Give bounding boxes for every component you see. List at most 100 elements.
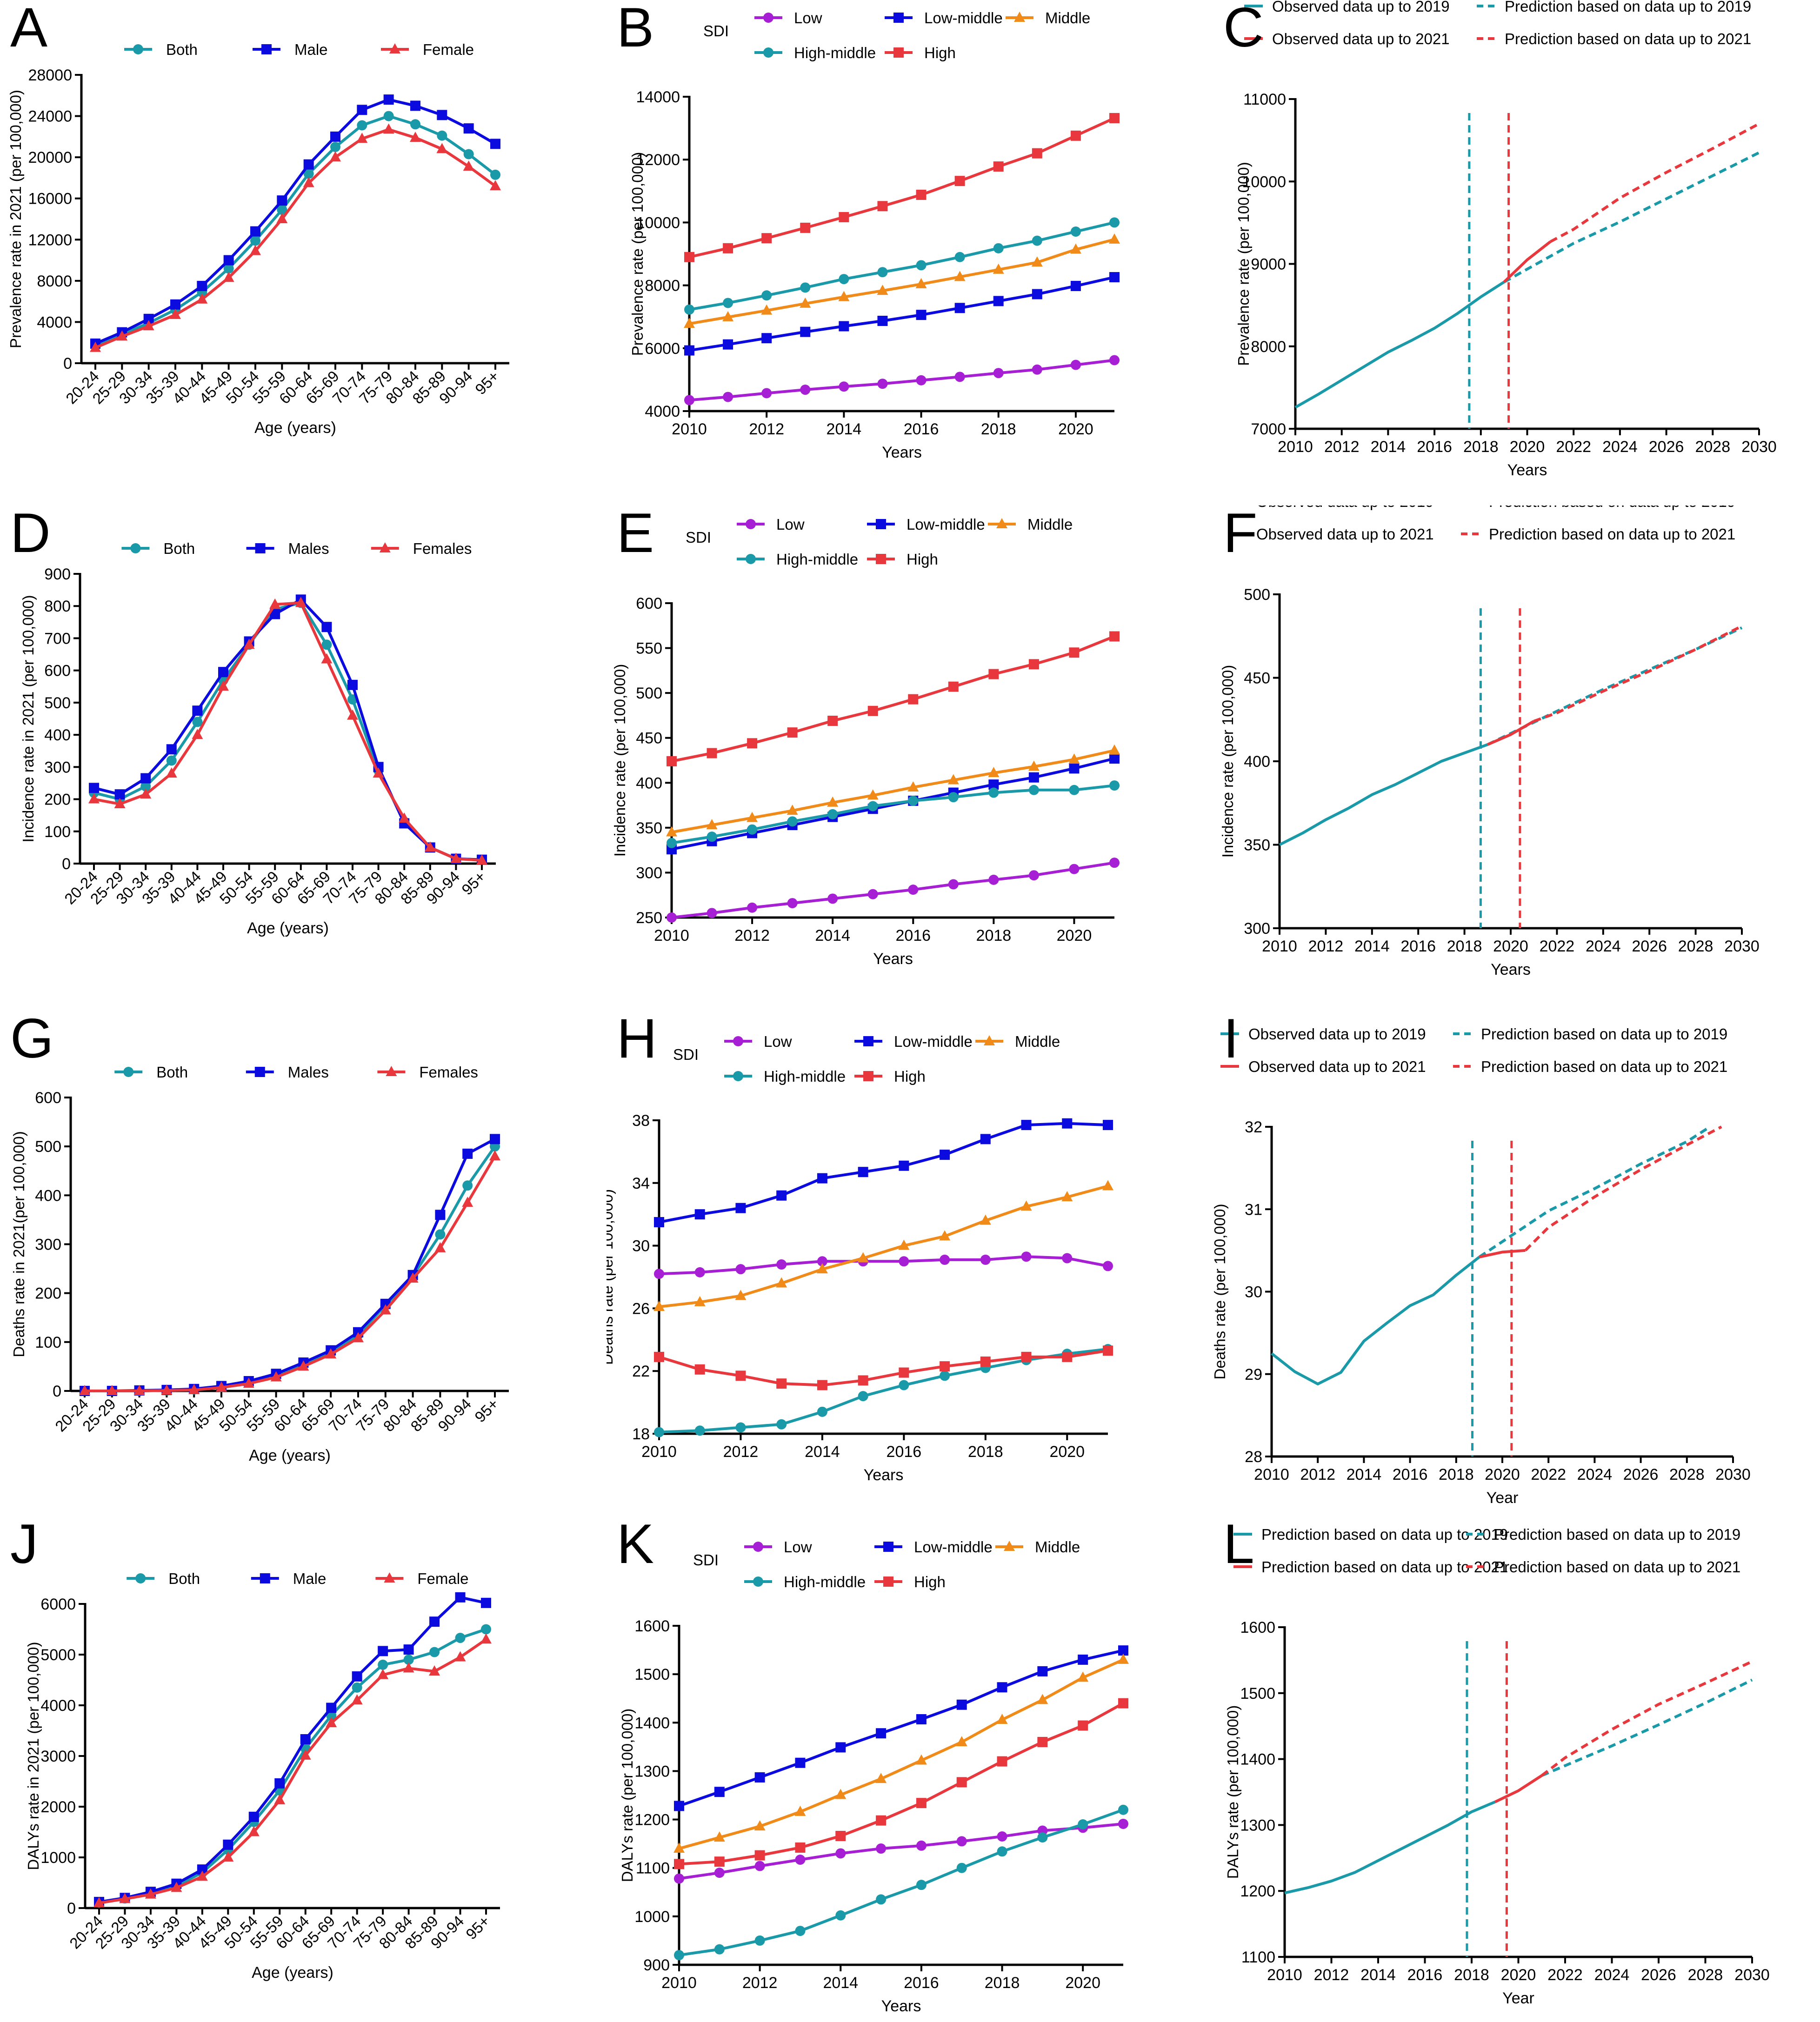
x-tick-label: 2024 <box>1577 1466 1613 1483</box>
data-point <box>980 1134 991 1144</box>
data-point <box>424 841 436 852</box>
data-point <box>877 285 888 295</box>
data-point <box>817 1173 827 1184</box>
panel-letter: K <box>617 1513 654 1575</box>
data-point <box>747 824 758 835</box>
x-tick-label: 2020 <box>1501 1966 1536 1984</box>
legend-label: Observed data up to 2021 <box>1272 30 1450 47</box>
series-observed-data-up-to-2021 <box>1503 240 1552 283</box>
data-point <box>403 1654 414 1665</box>
legend-marker <box>389 43 400 53</box>
data-point <box>269 598 281 609</box>
data-point <box>754 1935 765 1946</box>
data-point <box>916 1798 927 1809</box>
data-point <box>1102 1180 1113 1191</box>
data-point <box>383 111 394 121</box>
data-point <box>666 826 677 837</box>
series-line <box>671 749 1115 834</box>
legend-marker <box>863 1036 873 1046</box>
y-tick-label: 1600 <box>1240 1619 1275 1636</box>
data-point <box>694 1296 706 1306</box>
data-point <box>997 1846 1007 1857</box>
x-axis-label: Years <box>881 1997 921 2015</box>
panel-letter: F <box>1223 502 1258 564</box>
series-line <box>679 1658 1124 1850</box>
data-point <box>839 381 849 392</box>
y-axis-label: Incidence rate (per 100,000) <box>1219 665 1236 858</box>
data-point <box>196 293 208 304</box>
legend: SDI Low Low-middle Middle High-middle High <box>686 516 1073 568</box>
series-line <box>1279 743 1488 846</box>
data-point <box>480 1633 492 1644</box>
legend-label: High-middle <box>794 44 876 61</box>
x-tick-label: 2014 <box>1371 438 1406 456</box>
data-point <box>867 889 878 899</box>
data-point <box>899 1367 909 1378</box>
data-point <box>197 280 207 291</box>
series-high-middle <box>684 217 1120 315</box>
data-point <box>876 1843 887 1854</box>
data-point <box>380 1304 391 1315</box>
y-tick-label: 250 <box>636 909 662 927</box>
data-point <box>997 1682 1007 1693</box>
data-point <box>761 290 772 301</box>
series-both <box>94 1624 491 1908</box>
series-prediction-based-on-data-up-to-2021 <box>1524 1125 1722 1251</box>
series-line <box>1479 1249 1526 1258</box>
data-point <box>1078 1819 1088 1829</box>
data-point <box>988 767 1000 778</box>
legend-label: Prediction based on data up to 2021 <box>1505 30 1751 47</box>
series-male <box>94 1592 491 1907</box>
data-point <box>939 1230 951 1241</box>
series-females <box>88 597 487 865</box>
legend-label: High-middle <box>776 551 858 568</box>
data-point <box>795 1855 806 1865</box>
legend-label: Both <box>163 540 195 557</box>
y-tick-label: 31 <box>1245 1201 1262 1218</box>
data-point <box>1070 359 1081 370</box>
x-tick-label: 2020 <box>1510 438 1545 456</box>
y-tick-label: 10000 <box>1242 173 1286 191</box>
data-point <box>476 854 487 865</box>
y-tick-label: 29 <box>1245 1366 1262 1383</box>
data-point <box>956 1862 967 1873</box>
legend: Both Male Female <box>124 41 474 58</box>
data-point <box>114 798 126 808</box>
series-line <box>689 276 1115 352</box>
y-tick-label: 28 <box>1245 1448 1262 1466</box>
x-tick-label: 2022 <box>1547 1966 1583 1984</box>
data-point <box>707 748 717 758</box>
data-point <box>1037 1666 1048 1676</box>
data-point <box>462 1148 473 1159</box>
panel-h: 18 22 26 30 34 38 2010 2012 2014 2016 2018 2020 Year… <box>607 1007 1213 1516</box>
legend-label: Prediction based on data up to 2019 <box>1489 506 1735 510</box>
x-tick-label: 2010 <box>641 1443 677 1461</box>
y-tick-label: 20000 <box>28 149 72 166</box>
data-point <box>114 789 125 800</box>
data-point <box>435 1229 446 1240</box>
x-tick-label: 2018 <box>1447 938 1482 955</box>
data-point <box>800 326 811 337</box>
legend: Observed data up to 2019 Prediction based… <box>1220 1025 1727 1075</box>
data-point <box>940 1361 950 1372</box>
data-point <box>274 1794 286 1804</box>
legend-marker <box>996 518 1007 528</box>
data-point <box>735 1290 747 1300</box>
x-tick-label: 2014 <box>1347 1466 1382 1483</box>
data-point <box>1109 780 1120 791</box>
data-point <box>694 1425 705 1436</box>
data-point <box>988 779 999 790</box>
data-point <box>463 123 474 134</box>
legend-marker <box>386 1066 397 1076</box>
data-point <box>713 1831 725 1842</box>
y-tick-label: 600 <box>35 1089 61 1107</box>
x-axis-label: Years <box>1491 961 1531 978</box>
data-point <box>357 105 367 115</box>
series-line <box>93 601 482 862</box>
y-tick-label: 24000 <box>28 108 72 126</box>
data-point <box>915 278 927 288</box>
y-tick-label: 500 <box>636 685 662 702</box>
chart-l: 1100 1200 1300 1400 1500 1600 2010 2012 2014 2016… <box>1224 1526 1770 2007</box>
data-point <box>735 1203 746 1213</box>
x-tick-label: 95+ <box>472 367 502 398</box>
